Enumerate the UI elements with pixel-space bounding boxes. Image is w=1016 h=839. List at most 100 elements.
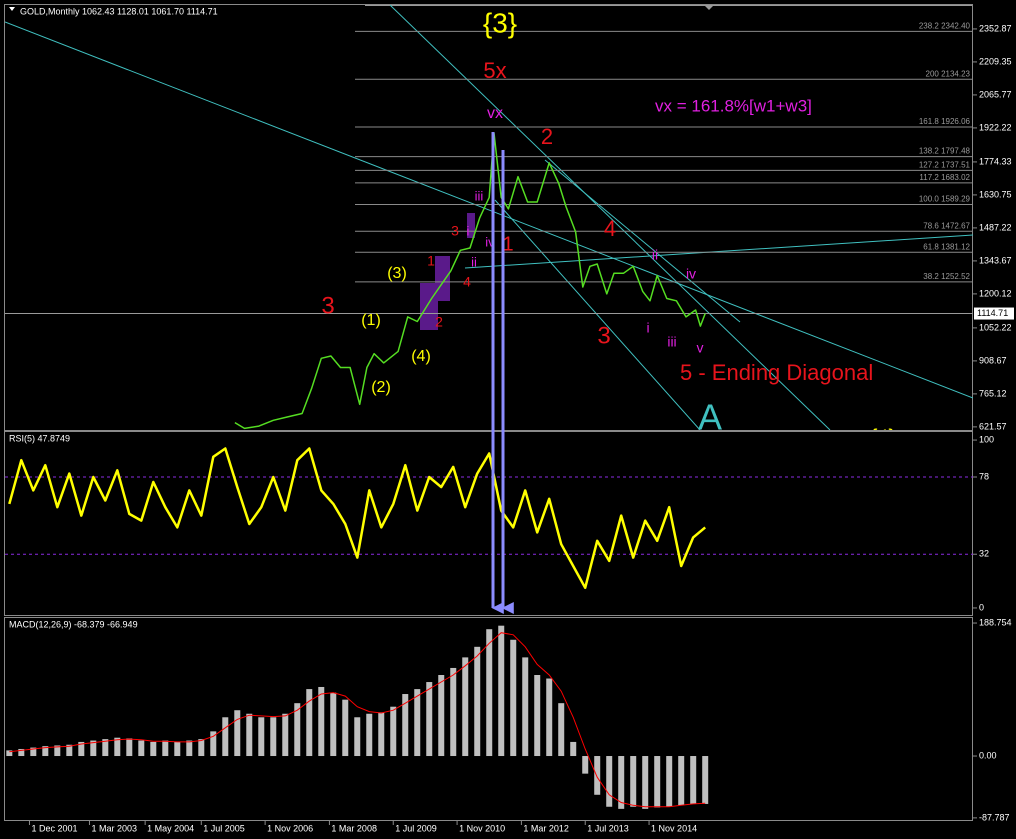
y-tick-label: 621.57 — [979, 421, 1007, 431]
fib-label: 78.6 1472.67 — [923, 221, 970, 230]
histogram-bar — [270, 717, 277, 757]
y-tick-label: 908.67 — [979, 355, 1007, 365]
histogram-bar — [6, 750, 13, 757]
wave-label: 2 — [435, 314, 443, 330]
histogram-bar — [390, 706, 397, 757]
x-tick-label: 1 Mar 2008 — [331, 823, 377, 833]
histogram-bar — [606, 756, 613, 807]
y-tick-label: -87.787 — [979, 812, 1010, 822]
trendline — [389, 5, 831, 430]
fib-label: 127.2 1737.51 — [919, 160, 971, 169]
histogram-bar — [378, 712, 385, 757]
histogram-bar — [150, 741, 157, 757]
trendlines — [5, 5, 973, 430]
histogram-bar — [78, 741, 85, 757]
histogram-bar — [354, 717, 361, 757]
last-price-label: 1114.71 — [977, 308, 1008, 318]
wave-label: vx — [487, 105, 503, 122]
histogram-bar — [246, 713, 253, 757]
y-tick-label: 765.12 — [979, 388, 1007, 398]
y-tick-label: 1343.67 — [979, 255, 1012, 265]
wave-label: 5x — [483, 58, 506, 83]
histogram-bar — [66, 744, 73, 757]
wave-label: iii — [475, 188, 484, 203]
histogram-bar — [702, 756, 709, 804]
histogram-bar — [474, 646, 481, 757]
y-tick-label: 1052.22 — [979, 322, 1012, 332]
fib-label: 38.2 1252.52 — [923, 272, 970, 281]
y-tick-label: 2352.87 — [979, 23, 1012, 33]
histogram-bar — [330, 692, 337, 757]
x-tick-label: 1 Dec 2001 — [31, 823, 77, 833]
y-tick-label: 2065.77 — [979, 89, 1012, 99]
histogram-bar — [342, 699, 349, 757]
histogram-bar — [30, 747, 37, 757]
histogram-bar — [654, 756, 661, 808]
pane-title: MACD(12,26,9) -68.379 -66.949 — [9, 619, 138, 629]
last-price-box — [974, 307, 1014, 320]
wave-label: ii — [652, 247, 658, 263]
histogram-bar — [90, 740, 97, 757]
histogram-bar — [114, 737, 121, 757]
x-tick-label: 1 Jul 2009 — [395, 823, 437, 833]
wave-label: {3} — [483, 7, 517, 38]
histogram-bar — [450, 667, 457, 757]
x-tick-label: 1 Nov 2010 — [459, 823, 505, 833]
histogram-bar — [318, 686, 325, 757]
y-tick-label: 32 — [979, 549, 989, 559]
y-tick-label: 1922.22 — [979, 122, 1012, 132]
y-tick-label: 1630.75 — [979, 189, 1012, 199]
wave-label: (1) — [361, 312, 381, 329]
histogram-bar — [174, 741, 181, 757]
histogram-bar — [366, 713, 373, 757]
histogram-bar — [54, 745, 61, 757]
histogram-bar — [402, 694, 409, 757]
histogram-bar — [678, 756, 685, 806]
main-pane-frame — [4, 4, 973, 431]
fib-label: 61.8 1381.12 — [923, 242, 970, 251]
histogram-bar — [558, 703, 565, 757]
wave-label: vx = 161.8%[w1+w3] — [655, 96, 812, 115]
wave-label: (2) — [371, 379, 391, 396]
histogram-bar — [630, 756, 637, 807]
fib-label: 161.8 1926.06 — [919, 117, 971, 126]
x-tick-label: 1 Nov 2014 — [651, 823, 697, 833]
y-tick-label: 0.00 — [979, 750, 997, 760]
fib-label: 200 2134.23 — [926, 69, 971, 78]
x-tick-label: 1 Nov 2006 — [267, 823, 313, 833]
histogram-bar — [306, 689, 313, 757]
histogram-bar — [234, 710, 241, 757]
highlight-box — [467, 213, 475, 238]
macd-pane — [6, 625, 709, 809]
histogram-bar — [18, 748, 25, 757]
trendline — [494, 199, 701, 430]
wave-label: 4 — [463, 274, 471, 290]
wave-label: i — [646, 320, 649, 336]
x-tick-label: 1 Jul 2013 — [587, 823, 629, 833]
histogram-bar — [486, 629, 493, 757]
histogram-bar — [666, 756, 673, 807]
x-tick-label: 1 Jul 2005 — [203, 823, 245, 833]
x-tick-label: 1 May 2004 — [147, 823, 194, 833]
histogram-bar — [462, 657, 469, 757]
histogram-bar — [186, 740, 193, 757]
y-tick-label: 188.754 — [979, 617, 1012, 627]
histogram-bar — [594, 756, 601, 795]
histogram-bar — [138, 740, 145, 757]
histogram-bar — [534, 674, 541, 757]
histogram-bar — [642, 756, 649, 809]
axes: 621.57 765.12 908.67 1052.22 1200.12 1343.67 1… — [9, 6, 1014, 833]
histogram-bar — [42, 746, 49, 757]
histogram-bar — [102, 739, 109, 757]
highlight-box — [435, 256, 450, 301]
histogram-bar — [426, 682, 433, 757]
histogram-bar — [438, 674, 445, 757]
fib-label: 100.0 1589.29 — [919, 195, 971, 204]
trendline — [544, 159, 741, 323]
fib-label: 238.2 2342.40 — [919, 21, 971, 30]
wave-label: {4} — [871, 426, 896, 448]
wave-label: 5 - Ending Diagonal — [680, 360, 873, 385]
y-tick-label: 100 — [979, 434, 994, 444]
